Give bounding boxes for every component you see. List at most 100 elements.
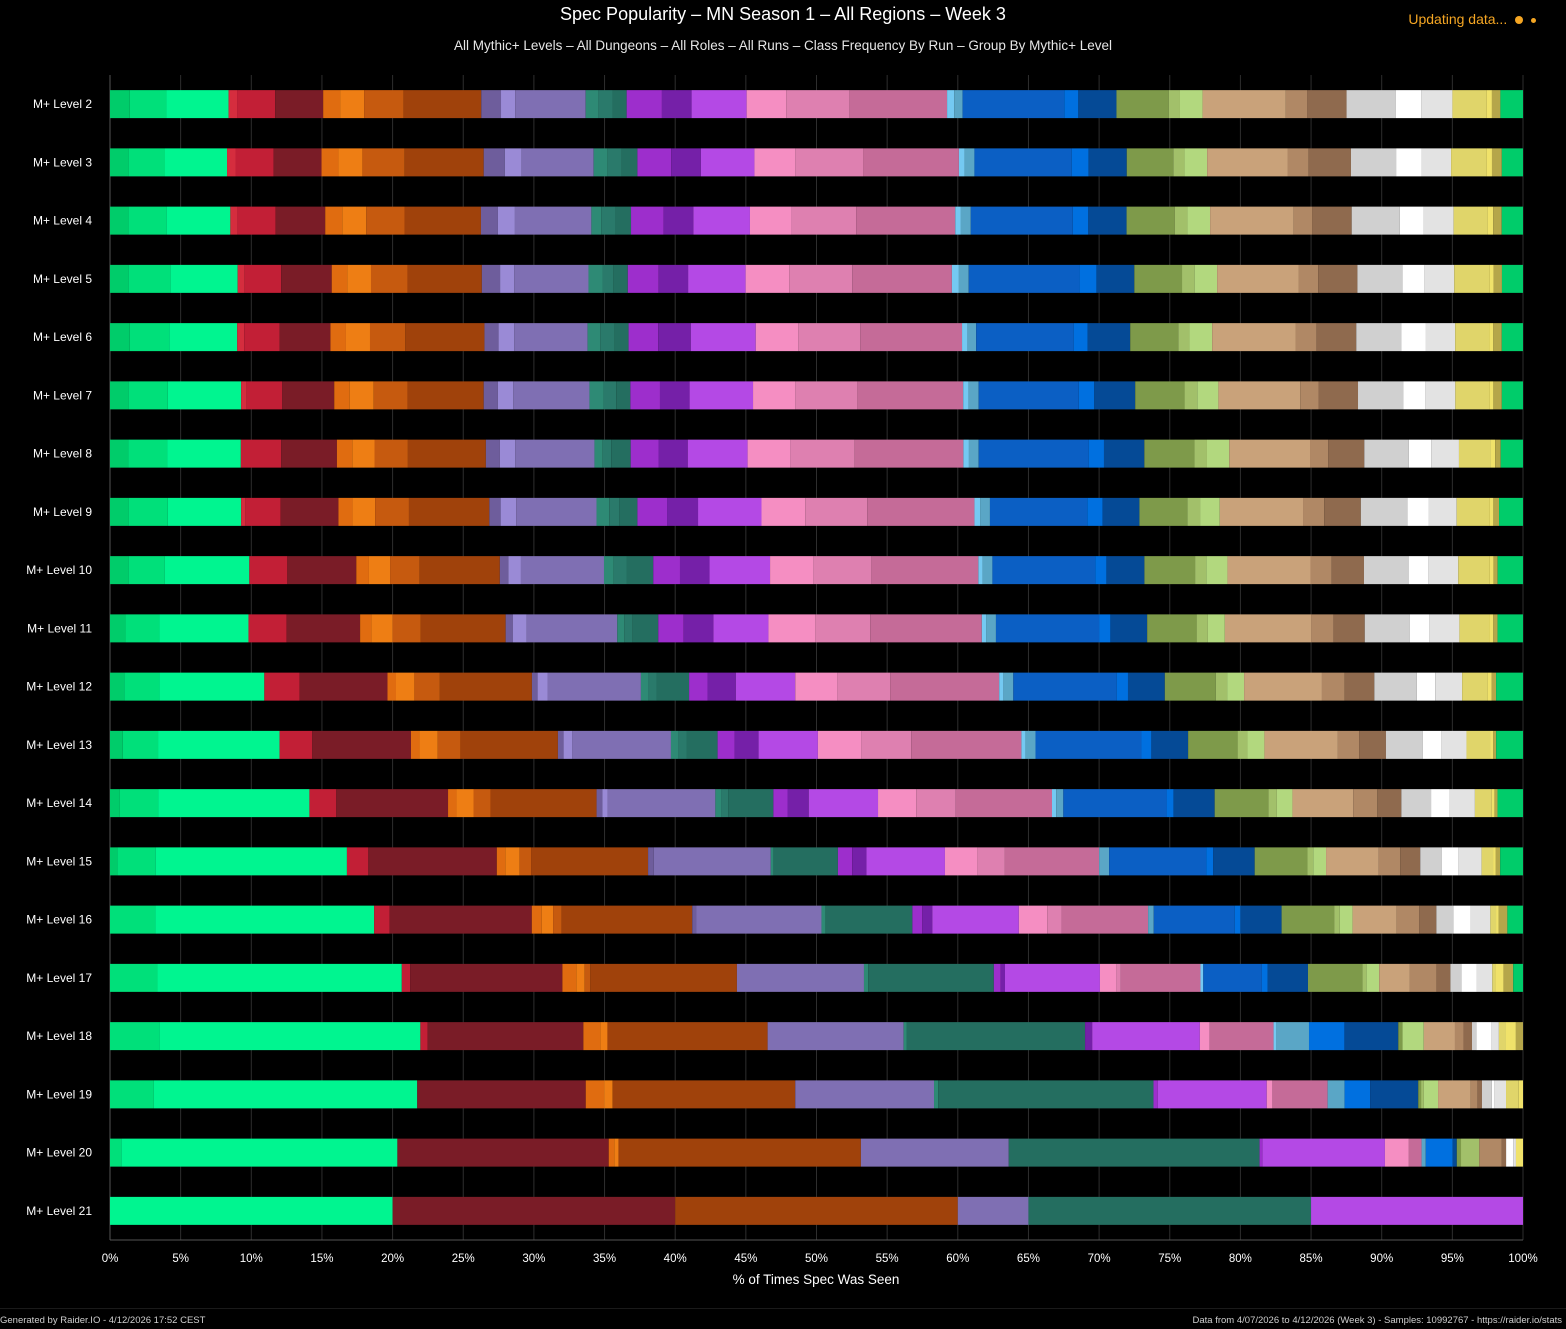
bar-segment[interactable] [734, 730, 759, 759]
bar-segment[interactable] [746, 90, 787, 119]
bar-segment[interactable] [531, 672, 538, 701]
bar-segment[interactable] [692, 905, 697, 934]
bar-segment[interactable] [110, 789, 120, 818]
bar-segment[interactable] [1147, 614, 1197, 643]
bar-segment[interactable] [1099, 614, 1111, 643]
bar-segment[interactable] [1333, 614, 1365, 643]
bar-segment[interactable] [334, 381, 350, 410]
bar-segment[interactable] [587, 323, 601, 352]
bar-segment[interactable] [1462, 672, 1488, 701]
bar-segment[interactable] [228, 90, 238, 119]
bar-segment[interactable] [817, 730, 862, 759]
bar-segment[interactable] [787, 789, 809, 818]
bar-segment[interactable] [562, 963, 577, 992]
bar-segment[interactable] [795, 1080, 935, 1109]
bar-segment[interactable] [1454, 264, 1490, 293]
bar-segment[interactable] [155, 847, 347, 876]
bar-segment[interactable] [1428, 556, 1459, 585]
bar-segment[interactable] [795, 381, 858, 410]
bar-segment[interactable] [338, 148, 363, 177]
bar-segment[interactable] [1500, 847, 1523, 876]
bar-segment[interactable] [628, 323, 659, 352]
bar-segment[interactable] [1493, 556, 1498, 585]
bar-segment[interactable] [1047, 905, 1062, 934]
bar-segment[interactable] [852, 264, 952, 293]
bar-segment[interactable] [1268, 789, 1277, 818]
bar-segment[interactable] [601, 206, 616, 235]
bar-segment[interactable] [856, 206, 956, 235]
bar-segment[interactable] [110, 90, 130, 119]
bar-segment[interactable] [1441, 730, 1467, 759]
bar-segment[interactable] [1491, 90, 1501, 119]
bar-segment[interactable] [342, 206, 367, 235]
bar-segment[interactable] [437, 730, 461, 759]
bar-segment[interactable] [110, 556, 129, 585]
bar-segment[interactable] [119, 789, 159, 818]
bar-segment[interactable] [1116, 963, 1121, 992]
bar-segment[interactable] [1313, 847, 1327, 876]
bar-segment[interactable] [1500, 90, 1523, 119]
bar-segment[interactable] [1491, 1080, 1495, 1109]
bar-segment[interactable] [689, 672, 708, 701]
bar-segment[interactable] [1102, 497, 1140, 526]
bar-segment[interactable] [1316, 323, 1357, 352]
bar-segment[interactable] [244, 323, 280, 352]
bar-segment[interactable] [520, 556, 604, 585]
bar-segment[interactable] [1308, 148, 1351, 177]
bar-segment[interactable] [978, 381, 1079, 410]
bar-segment[interactable] [1273, 1022, 1277, 1051]
bar-segment[interactable] [867, 497, 975, 526]
bar-segment[interactable] [1351, 206, 1400, 235]
bar-segment[interactable] [721, 789, 729, 818]
bar-segment[interactable] [1109, 847, 1207, 876]
bar-segment[interactable] [403, 90, 482, 119]
bar-segment[interactable] [1266, 1080, 1273, 1109]
bar-segment[interactable] [602, 789, 608, 818]
bar-segment[interactable] [696, 905, 822, 934]
bar-segment[interactable] [125, 614, 160, 643]
bar-segment[interactable] [1134, 264, 1183, 293]
bar-segment[interactable] [1179, 90, 1203, 119]
bar-segment[interactable] [1408, 439, 1432, 468]
bar-segment[interactable] [614, 323, 629, 352]
bar-segment[interactable] [1396, 148, 1422, 177]
bar-segment[interactable] [340, 90, 365, 119]
bar-segment[interactable] [1402, 1022, 1424, 1051]
bar-segment[interactable] [280, 497, 339, 526]
bar-segment[interactable] [1267, 963, 1308, 992]
bar-segment[interactable] [588, 264, 603, 293]
bar-segment[interactable] [321, 148, 339, 177]
bar-segment[interactable] [501, 90, 516, 119]
bar-segment[interactable] [1227, 556, 1311, 585]
bar-segment[interactable] [1327, 1080, 1345, 1109]
bar-segment[interactable] [878, 789, 917, 818]
bar-segment[interactable] [700, 148, 755, 177]
bar-segment[interactable] [1318, 264, 1358, 293]
bar-segment[interactable] [110, 1022, 160, 1051]
bar-segment[interactable] [951, 264, 959, 293]
bar-segment[interactable] [626, 90, 662, 119]
bar-segment[interactable] [958, 264, 969, 293]
bar-segment[interactable] [1103, 439, 1145, 468]
bar-segment[interactable] [1324, 497, 1361, 526]
bar-segment[interactable] [871, 556, 979, 585]
bar-segment[interactable] [1234, 905, 1241, 934]
bar-segment[interactable] [248, 614, 287, 643]
bar-segment[interactable] [955, 206, 961, 235]
bar-segment[interactable] [110, 439, 129, 468]
bar-segment[interactable] [1421, 148, 1452, 177]
bar-segment[interactable] [417, 1080, 586, 1109]
bar-segment[interactable] [1352, 905, 1397, 934]
bar-segment[interactable] [1403, 381, 1426, 410]
bar-segment[interactable] [1224, 614, 1312, 643]
bar-segment[interactable] [1501, 323, 1523, 352]
bar-segment[interactable] [1254, 847, 1308, 876]
bar-segment[interactable] [957, 1196, 1029, 1225]
bar-segment[interactable] [1470, 1080, 1478, 1109]
bar-segment[interactable] [1496, 730, 1523, 759]
bar-segment[interactable] [1458, 847, 1482, 876]
bar-segment[interactable] [1359, 730, 1386, 759]
bar-segment[interactable] [1206, 439, 1230, 468]
bar-segment[interactable] [1141, 730, 1152, 759]
bar-segment[interactable] [1337, 730, 1360, 759]
